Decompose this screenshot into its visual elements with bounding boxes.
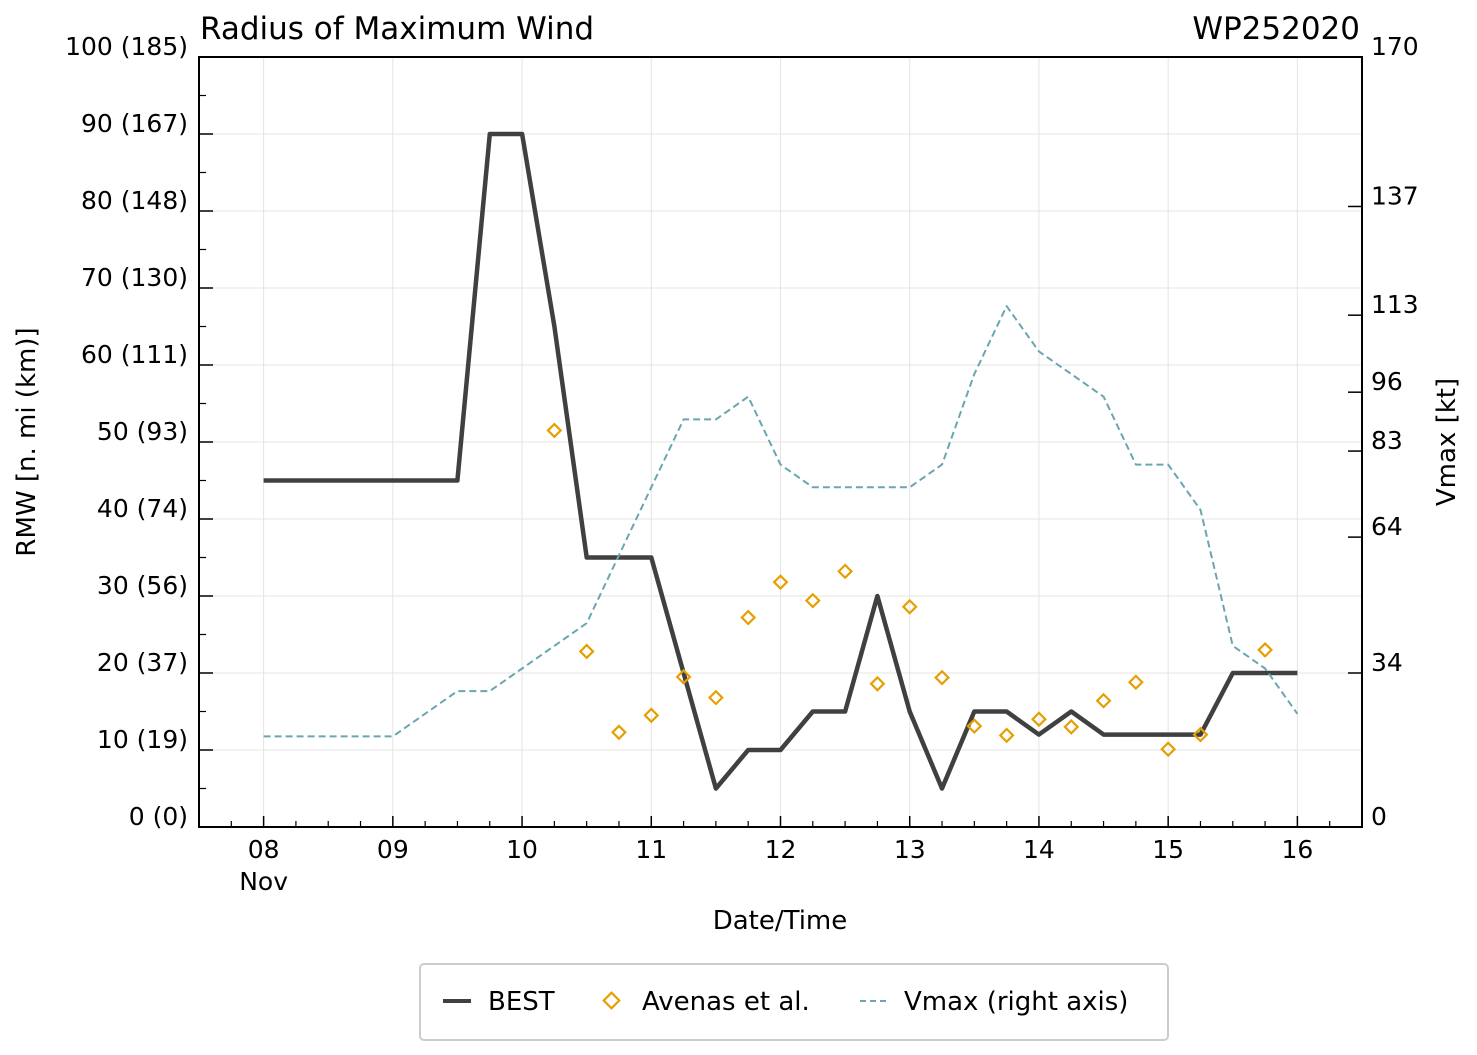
series-avenas-et-al-marker [966, 718, 983, 735]
series-avenas-et-al-marker [1192, 726, 1209, 743]
y-axis-label: RMW [n. mi (km)] [12, 327, 42, 556]
y2-tick-label: 137 [1371, 181, 1419, 210]
y-tick-label: 60 (111) [81, 340, 188, 369]
series-avenas-et-al-marker [578, 643, 595, 660]
x-tick-label: 15 [1152, 835, 1184, 864]
y2-tick-label: 96 [1371, 367, 1403, 396]
series-vmax-right-axis-line [263, 305, 1299, 738]
series-avenas-et-al-marker [1095, 692, 1112, 709]
y2-tick-label: 170 [1371, 32, 1419, 61]
y-tick-label: 100 (185) [65, 32, 188, 61]
x-axis-label: Date/Time [713, 906, 848, 936]
series-avenas-et-al-marker [675, 668, 692, 685]
legend-box [419, 963, 1169, 1041]
legend: BEST Avenas et al. Vmax (right axis) [419, 963, 1169, 1041]
y-tick-label: 50 (93) [97, 417, 188, 446]
series-avenas-et-al-marker [611, 724, 627, 741]
x-tick-sublabel: Nov [239, 867, 288, 896]
series-avenas-et-al-marker [1127, 674, 1144, 691]
y2-tick-label: 0 [1371, 802, 1387, 831]
series-avenas-et-al-marker [740, 609, 757, 626]
series-avenas-et-al-marker [901, 598, 918, 615]
y-tick-label: 10 (19) [97, 725, 188, 754]
series-avenas-et-al-marker [1160, 741, 1177, 758]
y2-tick-label: 83 [1371, 426, 1403, 455]
y-tick-label: 0 (0) [129, 802, 188, 831]
series-avenas-et-al-marker [1063, 718, 1080, 735]
x-tick-label: 14 [1023, 835, 1055, 864]
y-tick-label: 80 (148) [81, 186, 188, 215]
legend-avenas-swatch [602, 991, 621, 1010]
y2-tick-label: 64 [1371, 512, 1403, 541]
legend-best-label: BEST [488, 987, 555, 1017]
x-tick-label: 10 [506, 835, 538, 864]
series-avenas-et-al-marker [643, 707, 660, 724]
y2-tick-label: 34 [1371, 648, 1403, 677]
y-tick-label: 90 (167) [81, 109, 188, 138]
y-tick-label: 30 (56) [97, 571, 188, 600]
legend-avenas-label: Avenas et al. [642, 987, 810, 1017]
x-tick-label: 16 [1281, 835, 1313, 864]
series-avenas-et-al-marker [804, 592, 821, 609]
series-avenas-et-al-marker [869, 675, 886, 692]
series-avenas-et-al-marker [1257, 641, 1274, 658]
series-avenas-et-al-marker [934, 669, 950, 686]
series-avenas-et-al-marker [1031, 711, 1047, 728]
y-tick-label: 40 (74) [97, 494, 188, 523]
x-tick-label: 09 [377, 835, 409, 864]
legend-vmax-label: Vmax (right axis) [904, 987, 1128, 1017]
series-avenas-et-al-marker [772, 574, 789, 591]
series-layer [263, 131, 1299, 791]
x-tick-label: 12 [765, 835, 797, 864]
x-tick-label: 11 [635, 835, 667, 864]
series-best-line [263, 131, 1298, 791]
x-tick-label: 08 [248, 835, 280, 864]
tick-layer: 08 Nov 09 10 11 12 13 14 15 16 0 (0) 10 (19) 20 (37)… [65, 32, 1419, 896]
grid [199, 56, 1362, 828]
series-avenas-et-al-marker [546, 422, 563, 439]
x-tick-label: 13 [894, 835, 926, 864]
y-tick-label: 70 (130) [81, 263, 188, 292]
y2-axis-label: Vmax [kt] [1432, 378, 1462, 506]
series-avenas-et-al-marker [837, 563, 854, 580]
storm-id: WP252020 [1192, 11, 1360, 47]
series-avenas-et-al-marker [998, 727, 1015, 744]
y-tick-label: 20 (37) [97, 648, 188, 677]
chart-title: Radius of Maximum Wind [200, 11, 594, 47]
y2-tick-label: 113 [1371, 290, 1419, 319]
series-avenas-et-al-marker [707, 689, 724, 706]
